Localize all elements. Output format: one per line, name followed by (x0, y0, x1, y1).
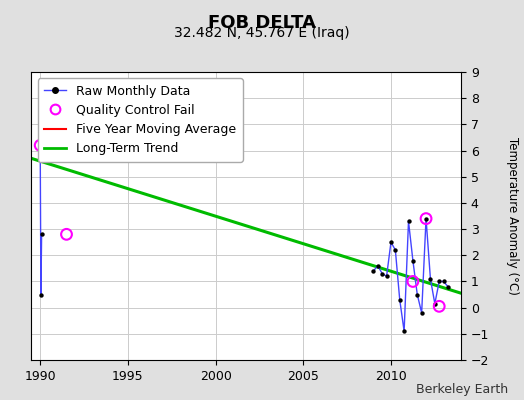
Point (396, 296, 404, 303)
Point (435, 278, 443, 285)
Point (36, 142, 45, 148)
Point (435, 303, 443, 310)
Point (405, 218, 413, 224)
Point (431, 300, 439, 307)
Point (383, 273, 391, 280)
Point (369, 268, 378, 274)
Point (440, 278, 448, 285)
Text: Berkeley Earth: Berkeley Earth (416, 383, 508, 396)
Point (409, 278, 417, 285)
Point (387, 239, 395, 245)
Point (426, 276, 434, 282)
Point (418, 310, 426, 316)
Point (444, 284, 452, 290)
Point (36, 142, 45, 148)
Point (37, 231, 46, 238)
Point (374, 262, 382, 269)
Point (422, 216, 430, 222)
Legend: Raw Monthly Data, Quality Control Fail, Five Year Moving Average, Long-Term Tren: Raw Monthly Data, Quality Control Fail, … (38, 78, 243, 162)
Point (400, 328, 408, 334)
Point (378, 270, 386, 277)
Y-axis label: Temperature Anomaly (°C): Temperature Anomaly (°C) (506, 137, 519, 295)
Point (62, 231, 71, 238)
Point (409, 257, 417, 264)
Point (422, 216, 430, 222)
Point (37, 291, 45, 298)
Point (413, 291, 421, 298)
Point (391, 247, 399, 253)
Text: 32.482 N, 45.767 E (Iraq): 32.482 N, 45.767 E (Iraq) (174, 26, 350, 40)
Text: FOB DELTA: FOB DELTA (208, 14, 316, 32)
